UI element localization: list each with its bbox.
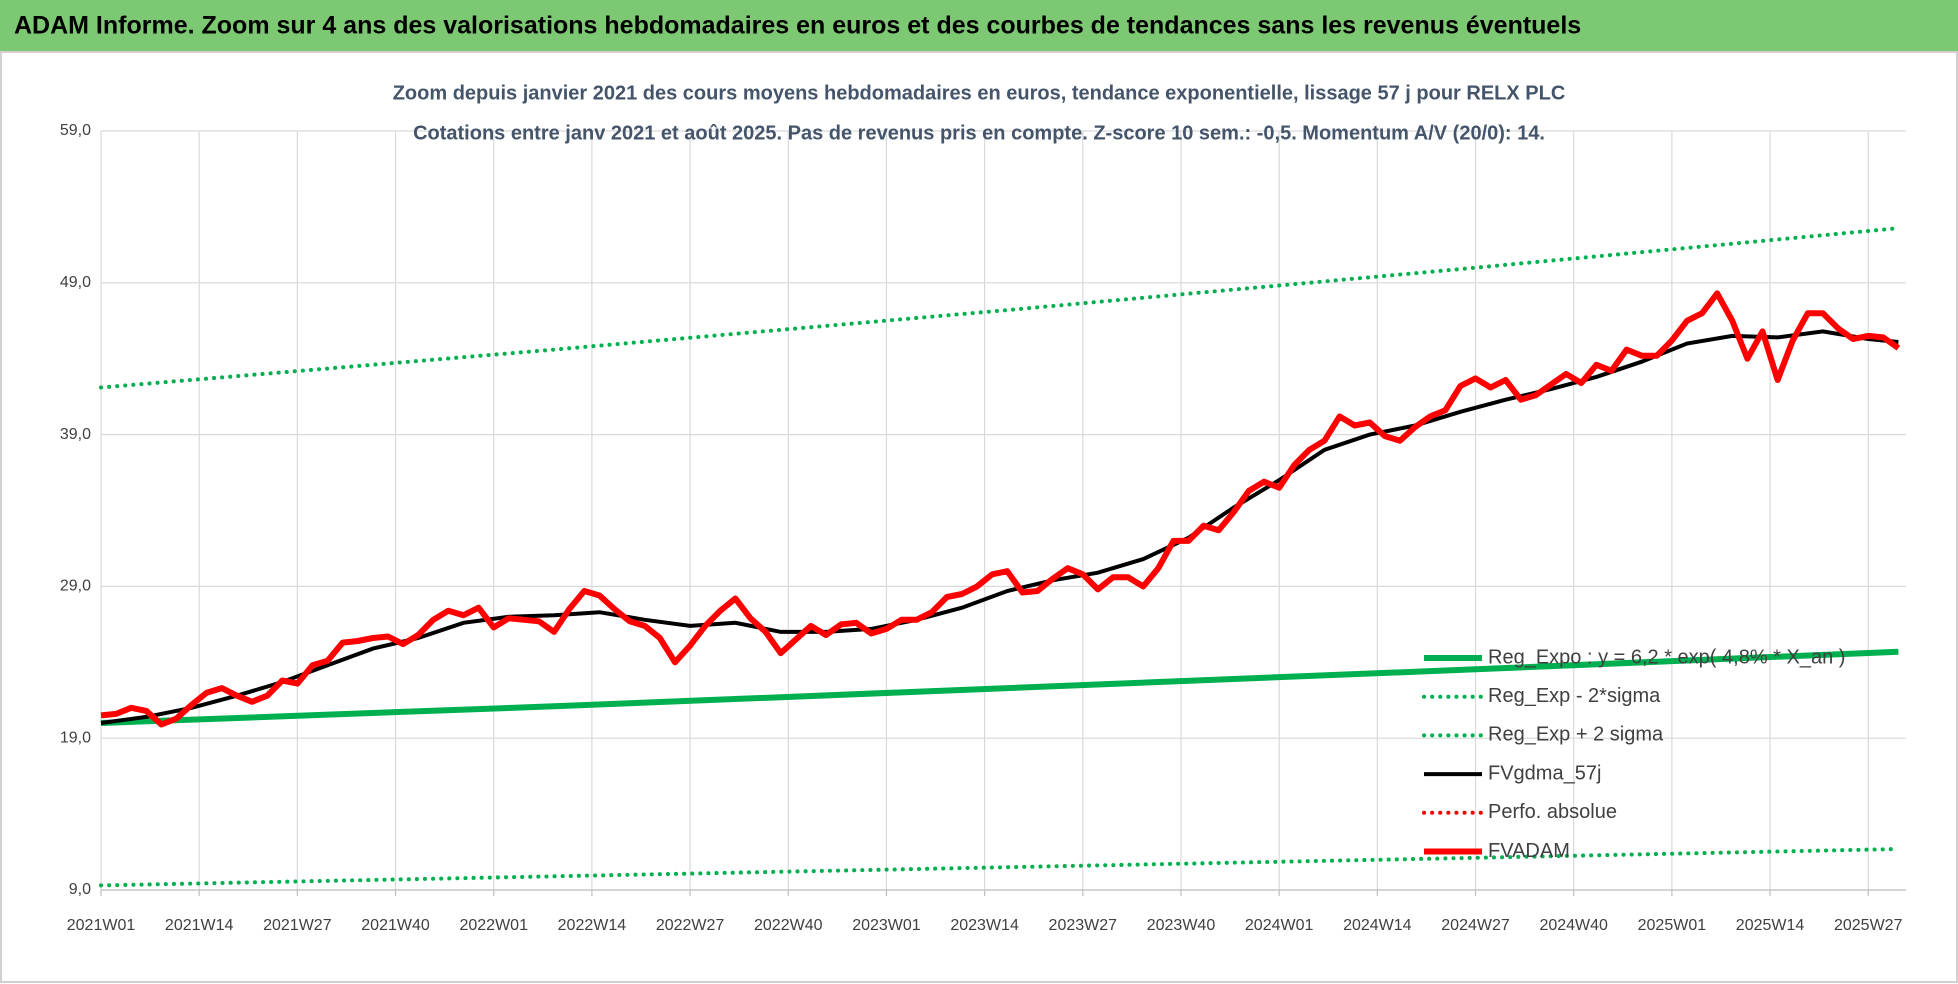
x-tick-label: 2023W14	[950, 917, 1019, 934]
legend-label: FVgdma_57j	[1488, 762, 1601, 784]
x-tick-label: 2024W40	[1539, 917, 1608, 934]
x-tick-label: 2022W14	[558, 917, 627, 934]
subtitle: Cotations entre janv 2021 et août 2025. …	[413, 122, 1545, 144]
x-tick-label: 2024W01	[1245, 917, 1314, 934]
grid: 9,0 19,0 29,0 39,0 49,0 59,0 2021W01 2021W14 202…	[60, 122, 1906, 934]
x-tick-label: 2021W01	[67, 917, 136, 934]
x-tick-label: 2023W27	[1049, 917, 1118, 934]
x-tick-label: 2022W27	[656, 917, 725, 934]
y-tick-label: 19,0	[60, 729, 91, 746]
plot	[99, 226, 1901, 888]
series-line	[99, 847, 1901, 888]
x-tick-label: 2025W01	[1638, 917, 1707, 934]
x-tick-label: 2021W27	[263, 917, 332, 934]
x-tick-label: 2022W40	[754, 917, 823, 934]
header-bar	[0, 0, 1958, 52]
legend-label: Reg_Exp - 2*sigma	[1488, 685, 1661, 707]
y-tick-label: 39,0	[60, 426, 91, 443]
legend-label: Reg_Expo : y = 6,2 * exp( 4,8% * X_an )	[1488, 646, 1845, 668]
y-tick-label: 59,0	[60, 122, 91, 139]
x-tick-label: 2023W01	[852, 917, 921, 934]
x-tick-label: 2024W14	[1343, 917, 1412, 934]
x-tick-label: 2023W40	[1147, 917, 1216, 934]
y-tick-label: 29,0	[60, 578, 91, 595]
x-tick-label: 2025W14	[1736, 917, 1805, 934]
legend-label: Reg_Exp + 2 sigma	[1488, 724, 1664, 746]
x-tick-label: 2021W40	[361, 917, 430, 934]
header-title: ADAM Informe. Zoom sur 4 ans des valoris…	[14, 12, 1581, 40]
y-tick-label: 9,0	[69, 881, 91, 898]
series-line	[99, 226, 1901, 390]
x-tick-label: 2021W14	[165, 917, 234, 934]
legend-label: Perfo. absolue	[1488, 801, 1617, 823]
chart-border	[0, 51, 1958, 983]
legend: Reg_Expo : y = 6,2 * exp( 4,8% * X_an ) R…	[1422, 646, 1845, 862]
series-line	[100, 290, 1901, 728]
x-tick-label: 2022W01	[459, 917, 528, 934]
legend-label: FVADAM	[1488, 840, 1570, 862]
y-tick-label: 49,0	[60, 274, 91, 291]
x-tick-label: 2025W27	[1834, 917, 1903, 934]
series-line	[100, 648, 1899, 726]
subtitle: Zoom depuis janvier 2021 des cours moyen…	[393, 82, 1566, 104]
x-tick-label: 2024W27	[1441, 917, 1510, 934]
